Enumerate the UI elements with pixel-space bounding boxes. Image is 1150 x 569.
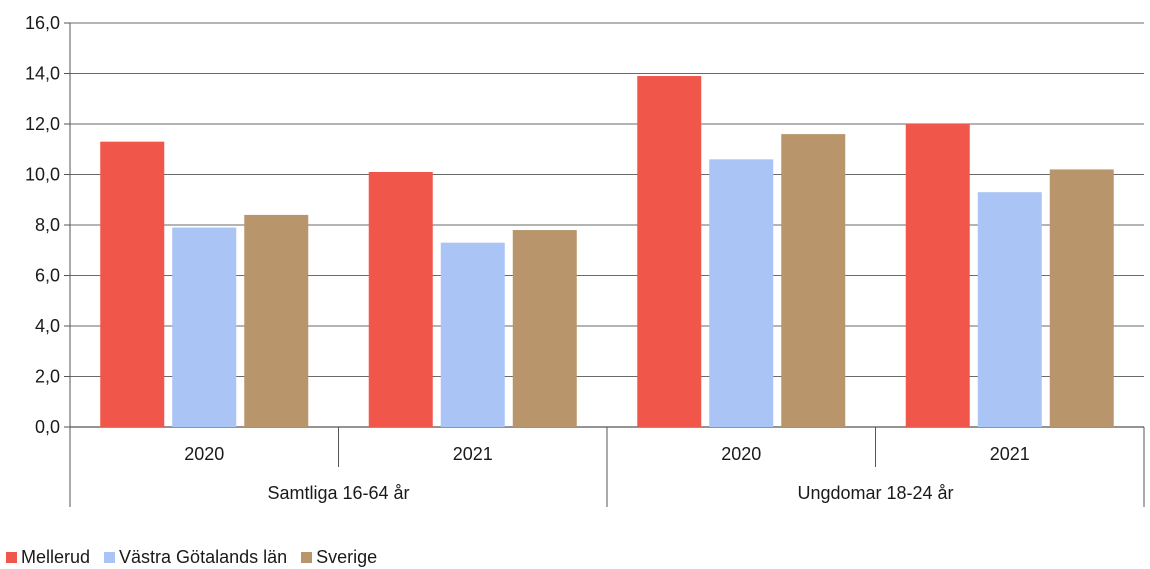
category-label: 2021 xyxy=(453,444,493,464)
legend-swatch xyxy=(6,552,17,563)
bar xyxy=(709,159,774,427)
group-label: Samtliga 16-64 år xyxy=(267,483,409,503)
category-label: 2020 xyxy=(184,444,224,464)
y-tick-label: 2,0 xyxy=(35,367,60,387)
y-tick-label: 12,0 xyxy=(25,114,60,134)
legend: Mellerud Västra Götalands län Sverige xyxy=(6,547,391,568)
bar xyxy=(244,214,309,427)
y-tick-label: 16,0 xyxy=(25,13,60,33)
category-label: 2020 xyxy=(721,444,761,464)
bar xyxy=(905,124,970,427)
y-tick-label: 6,0 xyxy=(35,266,60,286)
legend-item: Mellerud xyxy=(6,547,90,568)
bar xyxy=(977,192,1042,427)
legend-label: Sverige xyxy=(316,547,378,567)
bar xyxy=(1049,169,1114,427)
bar xyxy=(100,141,165,428)
legend-swatch xyxy=(301,552,313,563)
group-label: Ungdomar 18-24 år xyxy=(797,483,953,503)
y-tick-label: 14,0 xyxy=(25,64,60,84)
legend-item: Västra Götalands län xyxy=(104,547,287,568)
y-tick-label: 8,0 xyxy=(35,215,60,235)
legend-label: Västra Götalands län xyxy=(119,547,288,567)
y-tick-label: 0,0 xyxy=(35,417,60,437)
bar xyxy=(512,230,577,427)
bar xyxy=(172,227,237,427)
bar xyxy=(637,76,702,428)
legend-item: Sverige xyxy=(301,547,377,568)
bar xyxy=(368,171,433,427)
y-tick-label: 10,0 xyxy=(25,165,60,185)
bar xyxy=(440,242,505,427)
category-label: 2021 xyxy=(990,444,1030,464)
bar xyxy=(781,134,846,427)
legend-swatch xyxy=(104,552,116,563)
y-tick-label: 4,0 xyxy=(35,316,60,336)
legend-label: Mellerud xyxy=(21,547,91,567)
